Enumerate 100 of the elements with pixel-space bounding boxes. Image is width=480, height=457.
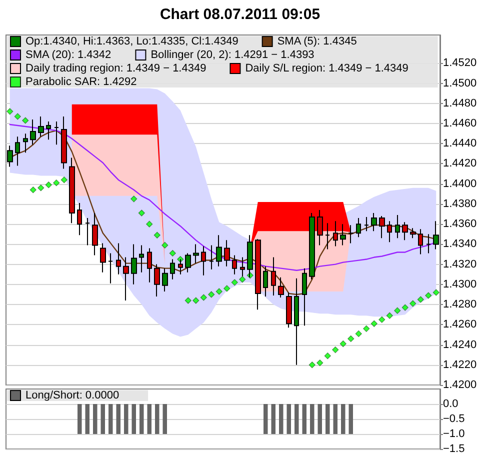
- candlestick: [371, 212, 377, 232]
- candlestick: [232, 254, 237, 275]
- y-tick-label: 1.4200: [443, 379, 477, 391]
- y-tick-label: 1.4220: [443, 358, 477, 371]
- y-tick-label: 1.4320: [443, 258, 477, 270]
- legend-label: Op:1.4340, Hi:1.4363, Lo:1.4335, Cl:1.4349: [26, 36, 238, 48]
- point: [154, 232, 160, 238]
- legend-label: Long/Short: 0.0000: [26, 390, 120, 402]
- point: [200, 294, 207, 301]
- candlestick: [271, 256, 276, 296]
- legend-label: Parabolic SAR: 1.4292: [26, 76, 137, 88]
- point: [348, 335, 354, 342]
- point: [316, 360, 324, 366]
- point: [355, 330, 362, 338]
- point: [53, 180, 60, 186]
- legend-label: SMA (20): 1.4342: [26, 49, 112, 61]
- point: [224, 285, 230, 292]
- point: [6, 108, 14, 115]
- candlestick: [46, 120, 51, 140]
- point: [22, 117, 29, 124]
- candlestick: [30, 118, 36, 146]
- candlestick: [100, 242, 106, 273]
- candlestick: [216, 234, 222, 267]
- candlestick: [294, 278, 299, 366]
- candlestick: [364, 216, 369, 232]
- candlestick: [61, 116, 67, 170]
- point: [14, 113, 21, 120]
- y-tick-label: −0.5: [443, 413, 465, 425]
- point: [425, 292, 432, 299]
- y-tick-label: −1.5: [443, 443, 465, 455]
- point: [30, 186, 36, 194]
- candlestick: [325, 222, 330, 250]
- candlestick: [263, 266, 268, 297]
- point: [216, 288, 222, 295]
- y-tick-label: 1.4380: [443, 198, 477, 210]
- y-tick-label: 1.4300: [443, 278, 477, 290]
- point: [332, 346, 339, 354]
- point: [402, 304, 408, 311]
- legend-label: Bollinger (20, 2): 1.4291 − 1.4393: [150, 49, 314, 61]
- point: [417, 296, 424, 303]
- point: [432, 289, 440, 296]
- candlestick: [54, 120, 59, 146]
- point: [38, 184, 44, 192]
- point: [146, 220, 153, 228]
- candlestick: [402, 222, 408, 241]
- candlestick: [85, 218, 90, 246]
- legend-label: Daily S/L region: 1.4349 − 1.4349: [245, 62, 408, 74]
- y-tick-label: 0.0: [443, 398, 458, 410]
- candlestick: [333, 220, 338, 247]
- candlestick: [209, 244, 214, 270]
- candlestick: [255, 238, 261, 310]
- point: [60, 176, 68, 184]
- candlestick: [193, 244, 199, 264]
- candlestick: [23, 133, 28, 154]
- candlestick: [154, 264, 160, 297]
- candlestick: [201, 246, 206, 276]
- chart-title: Chart 08.07.2011 09:05: [160, 6, 320, 23]
- point: [410, 300, 416, 307]
- candlestick: [286, 292, 292, 328]
- candlestick: [108, 252, 113, 284]
- candlestick: [38, 116, 44, 138]
- candlestick: [139, 244, 144, 273]
- point: [184, 297, 192, 304]
- candlestick: [309, 212, 315, 280]
- candlestick: [131, 244, 137, 285]
- y-tick-label: 1.4340: [443, 238, 477, 250]
- point: [308, 362, 316, 368]
- point: [45, 182, 52, 188]
- y-tick-label: −1.0: [443, 428, 465, 440]
- point: [386, 312, 393, 319]
- legend-label: SMA (5): 1.4345: [277, 36, 357, 48]
- y-tick-label: 1.4480: [443, 97, 477, 110]
- candlestick: [348, 224, 354, 244]
- candlestick: [15, 136, 20, 166]
- y-tick-label: 1.4260: [443, 318, 477, 331]
- y-tick-label: 1.4360: [443, 218, 477, 230]
- point: [192, 297, 200, 304]
- point: [162, 242, 168, 248]
- point: [138, 210, 145, 216]
- y-tick-label: 1.4500: [443, 77, 477, 90]
- candlestick: [340, 224, 346, 246]
- y-tick-label: 1.4420: [443, 158, 477, 170]
- candlestick: [395, 214, 400, 239]
- candlestick: [418, 228, 423, 255]
- point: [340, 340, 346, 348]
- y-tick-label: 1.4440: [443, 138, 477, 150]
- candlestick: [426, 234, 431, 254]
- candlestick: [7, 145, 13, 168]
- candlestick: [162, 268, 168, 292]
- candlestick: [387, 220, 392, 243]
- point: [169, 250, 176, 257]
- point: [378, 316, 386, 323]
- candlestick: [123, 256, 129, 302]
- candlestick: [302, 268, 307, 326]
- candlestick: [224, 240, 230, 267]
- candlestick: [356, 218, 361, 238]
- point: [239, 276, 246, 283]
- candlestick: [147, 248, 152, 283]
- candlestick: [116, 242, 121, 275]
- point: [208, 291, 215, 298]
